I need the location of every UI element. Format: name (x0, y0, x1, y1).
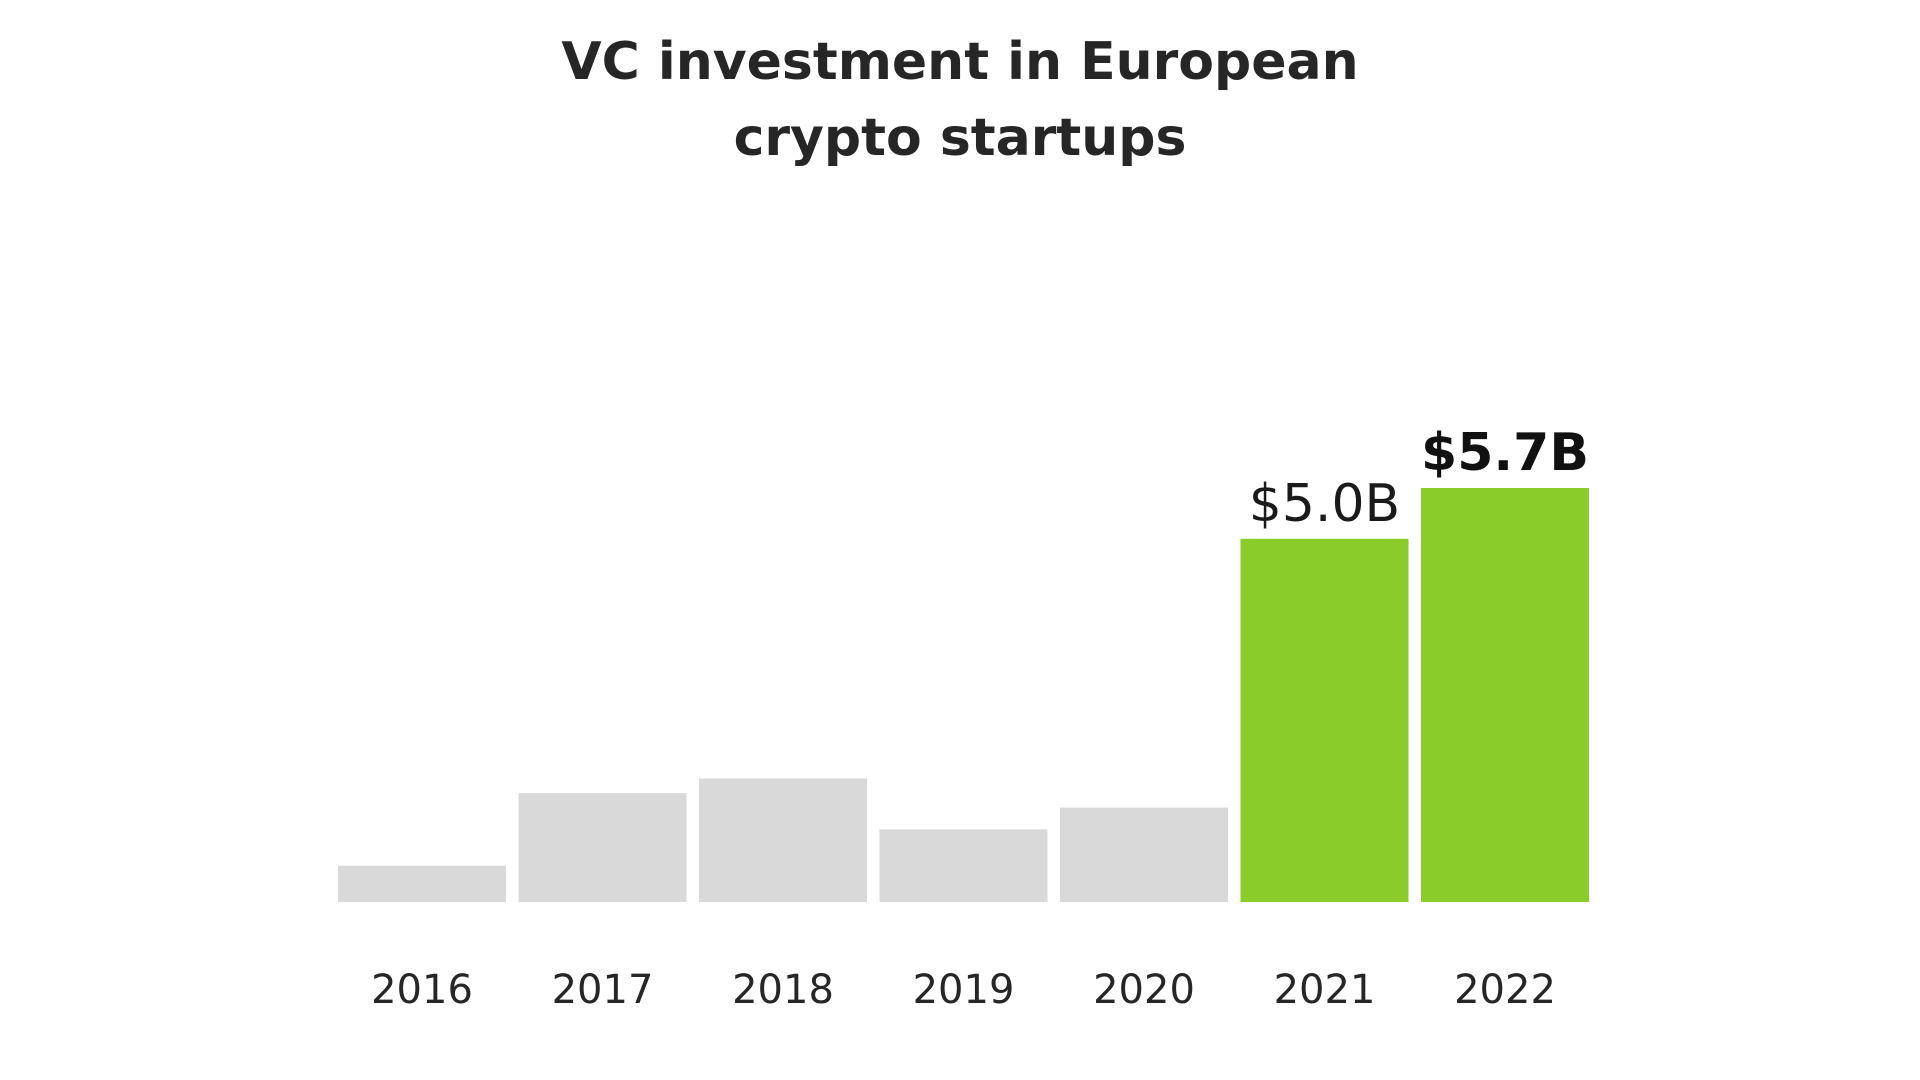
chart-title-line-1: VC investment in European (561, 32, 1359, 92)
x-tick-label-2016: 2016 (371, 967, 473, 1013)
x-tick-label-2021: 2021 (1274, 967, 1376, 1013)
chart-title-line-2: crypto startups (733, 108, 1187, 168)
bar-2022 (1421, 488, 1589, 902)
bar-2017 (518, 793, 687, 902)
bar-2021 (1240, 538, 1409, 902)
x-tick-label-2020: 2020 (1093, 967, 1195, 1013)
x-tick-label-2018: 2018 (732, 967, 834, 1013)
bar-2018 (699, 778, 867, 902)
data-label-2021: $5.0B (1249, 474, 1400, 534)
bar-2020 (1060, 807, 1228, 902)
data-label-2022: $5.7B (1421, 423, 1589, 483)
x-tick-label-2017: 2017 (552, 967, 654, 1013)
x-tick-label-2022: 2022 (1454, 967, 1556, 1013)
x-tick-label-2019: 2019 (913, 967, 1015, 1013)
bar-2019 (879, 829, 1048, 902)
chart-title: VC investment in European crypto startup… (0, 24, 1920, 176)
bar-2016 (338, 865, 506, 902)
